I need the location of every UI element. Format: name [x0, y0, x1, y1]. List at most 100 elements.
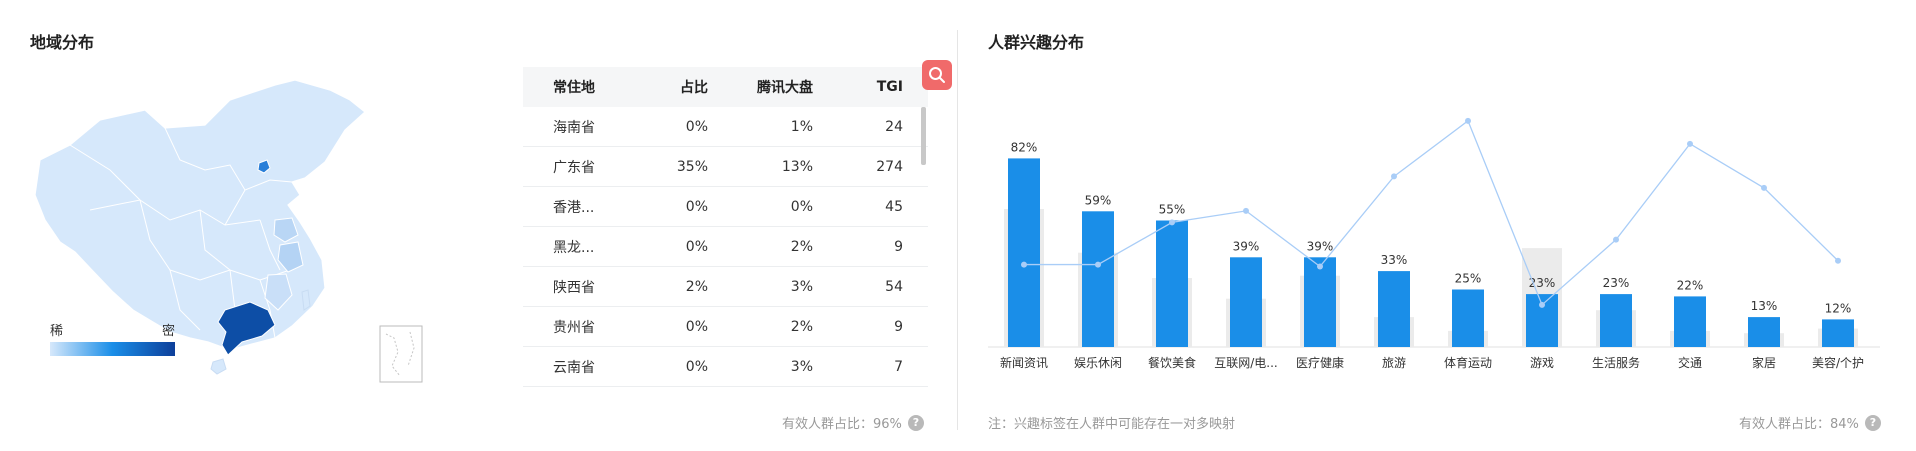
line-point[interactable]	[1687, 140, 1693, 147]
line-point[interactable]	[1835, 257, 1841, 264]
bar[interactable]	[1008, 158, 1040, 347]
bar[interactable]	[1452, 289, 1484, 348]
question-icon[interactable]: ?	[1864, 414, 1881, 431]
map-hainan[interactable]	[210, 358, 227, 375]
cell-share: 0%	[685, 118, 708, 135]
question-icon[interactable]: ?	[907, 414, 924, 431]
table-row[interactable]: 广东省 35% 13% 274	[523, 147, 928, 187]
map-zhejiang[interactable]	[277, 241, 304, 273]
cell-tgi: 45	[885, 198, 903, 215]
bar[interactable]	[1674, 296, 1706, 347]
map-fujian[interactable]	[264, 273, 293, 311]
interest-chart: 82% 新闻资讯 59% 娱乐休闲 55% 餐饮美食 39% 互联网/电... 39% 医疗健康 3…	[988, 117, 1880, 370]
category-label: 旅游	[1382, 356, 1406, 370]
line-point[interactable]	[1465, 117, 1471, 124]
cell-tgi: 24	[885, 118, 903, 135]
table-row[interactable]: 贵州省 0% 2% 9	[523, 307, 928, 347]
category-label: 医疗健康	[1296, 355, 1344, 370]
china-map[interactable]	[30, 70, 450, 390]
bar[interactable]	[1748, 317, 1780, 347]
search-button[interactable]	[922, 60, 952, 90]
line-point[interactable]	[1391, 173, 1397, 180]
table-row[interactable]: 香港... 0% 0% 45	[523, 187, 928, 227]
cell-residence: 陕西省	[553, 279, 595, 296]
interest-valid-share: 有效人群占比：84%	[1739, 417, 1859, 432]
cell-tgi: 9	[894, 318, 903, 335]
bar[interactable]	[1822, 319, 1854, 347]
cell-share: 0%	[685, 238, 708, 255]
cell-tgi: 9	[894, 238, 903, 255]
interest-footnote: 有效人群占比：84% ?	[1739, 413, 1881, 432]
header-share: 占比	[680, 80, 708, 96]
cell-tencent-base: 13%	[781, 158, 813, 175]
map-beijing[interactable]	[257, 159, 271, 174]
legend-gradient	[50, 342, 175, 356]
cell-tencent-base: 0%	[790, 198, 813, 215]
cell-tencent-base: 2%	[790, 318, 813, 335]
map-taiwan[interactable]	[301, 289, 311, 311]
cell-share: 0%	[685, 198, 708, 215]
bar[interactable]	[1304, 257, 1336, 347]
header-tgi: TGI	[876, 79, 903, 95]
bar[interactable]	[1082, 211, 1114, 347]
line-point[interactable]	[1761, 184, 1767, 191]
table-row[interactable]: 海南省 0% 1% 24	[523, 107, 928, 147]
data-label: 39%	[1307, 239, 1334, 253]
legend-low-label: 稀	[50, 324, 64, 339]
region-table[interactable]: 常住地 占比 腾讯大盘 TGI 海南省 0% 1% 24 广东省 35% 13% 274 香港.…	[523, 67, 928, 390]
category-label: 娱乐休闲	[1074, 356, 1122, 370]
cell-tencent-base: 3%	[790, 358, 813, 375]
table-scrollbar[interactable]	[921, 107, 926, 165]
line-point[interactable]	[1021, 261, 1027, 268]
cell-residence: 黑龙...	[553, 239, 595, 256]
cell-residence: 香港...	[553, 199, 595, 216]
map-mainland[interactable]	[34, 79, 366, 351]
interest-note-text: 注：兴趣标签在人群中可能存在一对多映射	[988, 417, 1236, 432]
data-label: 23%	[1603, 276, 1630, 290]
cell-residence: 云南省	[553, 359, 595, 376]
data-label: 25%	[1455, 272, 1482, 286]
region-footnote: 有效人群占比：96% ?	[782, 413, 924, 432]
category-label: 新闻资讯	[1000, 355, 1048, 370]
cell-tgi: 274	[876, 158, 903, 175]
cell-share: 35%	[676, 158, 708, 175]
bar[interactable]	[1378, 271, 1410, 347]
table-body[interactable]: 海南省 0% 1% 24 广东省 35% 13% 274 香港... 0% 0% 45 黑龙... 0% 2…	[523, 107, 928, 387]
bar[interactable]	[1230, 257, 1262, 347]
category-label: 互联网/电...	[1214, 356, 1278, 370]
region-title: 地域分布	[30, 33, 95, 52]
cell-tgi: 54	[885, 278, 903, 295]
map-guangdong[interactable]	[217, 301, 276, 356]
data-label: 22%	[1677, 278, 1704, 292]
table-row[interactable]: 黑龙... 0% 2% 9	[523, 227, 928, 267]
section-divider	[957, 30, 958, 430]
line-point[interactable]	[1243, 207, 1249, 214]
cell-tgi: 7	[894, 358, 903, 375]
data-label: 59%	[1085, 193, 1112, 207]
category-label: 餐饮美食	[1148, 355, 1196, 370]
line-point[interactable]	[1613, 236, 1619, 243]
data-label: 33%	[1381, 253, 1408, 267]
data-label: 39%	[1233, 239, 1260, 253]
region-valid-share: 有效人群占比：96%	[782, 417, 902, 432]
data-label: 12%	[1825, 301, 1852, 315]
header-tencent-base: 腾讯大盘	[757, 80, 813, 96]
table-row[interactable]: 云南省 0% 3% 7	[523, 347, 928, 387]
line-point[interactable]	[1095, 261, 1101, 268]
cell-share: 0%	[685, 358, 708, 375]
line-point[interactable]	[1539, 301, 1545, 308]
table-row[interactable]: 陕西省 2% 3% 54	[523, 267, 928, 307]
cell-residence: 海南省	[553, 119, 595, 136]
cell-tencent-base: 3%	[790, 278, 813, 295]
bar[interactable]	[1156, 220, 1188, 348]
south-china-sea-inset	[379, 325, 423, 383]
category-label: 交通	[1678, 355, 1702, 370]
cell-tencent-base: 1%	[790, 118, 813, 135]
line-point[interactable]	[1169, 219, 1175, 226]
category-label: 美容/个护	[1812, 355, 1864, 370]
bar[interactable]	[1600, 294, 1632, 347]
cell-residence: 贵州省	[553, 319, 595, 336]
map-jiangsu[interactable]	[273, 217, 299, 243]
line-point[interactable]	[1317, 263, 1323, 270]
tgi-line	[1024, 119, 1839, 306]
